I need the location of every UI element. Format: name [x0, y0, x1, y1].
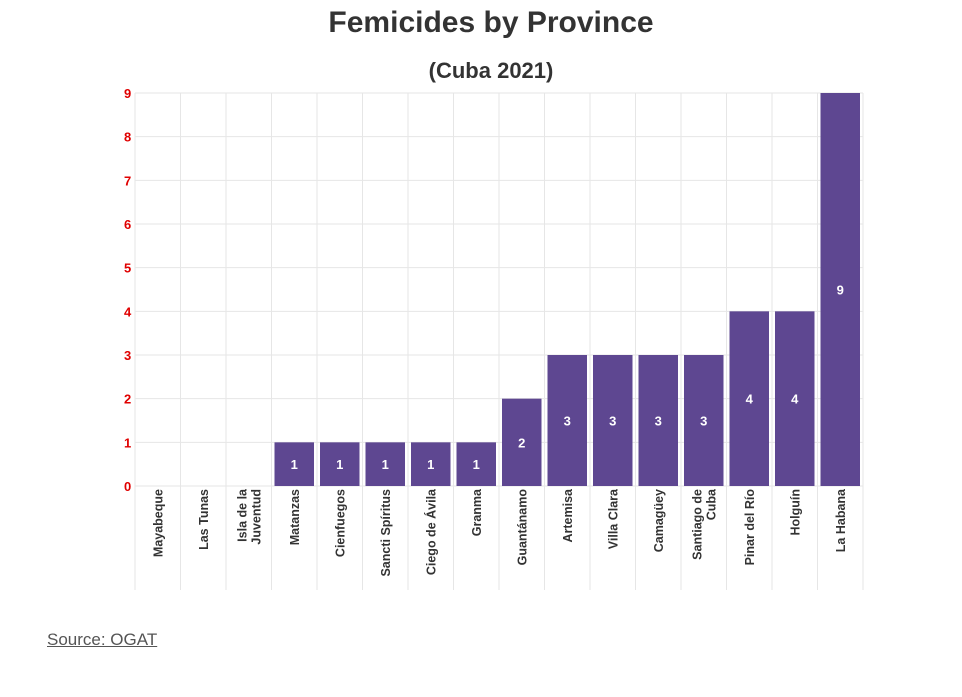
x-tick-label: Cienfuegos — [333, 489, 347, 557]
y-tick-label: 5 — [124, 261, 131, 276]
x-tick-label: La Habana — [834, 488, 848, 552]
x-tick-label: Mayabeque — [151, 489, 165, 557]
bar-value-label: 3 — [609, 414, 616, 429]
bar-sancti-sp-ritus[interactable] — [365, 442, 406, 486]
source-link[interactable]: Source: OGAT — [47, 630, 158, 649]
bar-santiago-de-cuba[interactable] — [684, 355, 724, 486]
bar-guant-namo[interactable] — [502, 398, 542, 486]
bar-cienfuegos[interactable] — [320, 442, 360, 486]
y-tick-label: 7 — [124, 173, 131, 188]
bar-value-label: 3 — [564, 414, 571, 429]
bar-value-label: 1 — [336, 457, 343, 472]
x-tick-label-line: La Habana — [834, 488, 848, 552]
bar-holgu-n[interactable] — [775, 311, 815, 486]
x-tick-label-line: Holguín — [788, 489, 802, 536]
x-tick-label: Matanzas — [288, 489, 302, 545]
x-tick-label-line: Cienfuegos — [333, 489, 347, 557]
x-tick-label: Ciego de Ávila — [423, 488, 438, 575]
x-tick-label: Guantánamo — [515, 489, 529, 566]
x-tick-label: Pinar del Río — [743, 489, 757, 566]
x-tick-label: Granma — [470, 488, 484, 536]
x-tick-label-line: Juventud — [249, 489, 263, 545]
x-tick-label-line: Ciego de Ávila — [423, 488, 438, 575]
bar-value-label: 3 — [700, 414, 707, 429]
bar-value-label: 4 — [746, 392, 754, 407]
x-tick-label-line: Mayabeque — [151, 489, 165, 557]
y-tick-label: 6 — [124, 217, 131, 232]
bar-value-label: 2 — [518, 435, 525, 450]
x-tick-label-line: Sancti Spíritus — [379, 489, 393, 577]
bar-camag-ey[interactable] — [638, 355, 679, 486]
x-tick-label-line: Las Tunas — [197, 489, 211, 550]
x-tick-label-line: Cuba — [704, 488, 718, 520]
bar-villa-clara[interactable] — [593, 355, 633, 486]
y-axis-ticks: 0 1 2 3 4 5 6 7 8 9 — [124, 86, 132, 494]
x-tick-label-line: Guantánamo — [515, 489, 529, 566]
chart-title: Femicides by Province — [328, 6, 654, 39]
y-tick-label: 8 — [124, 130, 131, 145]
bar-matanzas[interactable] — [274, 442, 315, 486]
bar-value-label: 1 — [427, 457, 434, 472]
bar-chart: 1 1 1 1 1 2 3 3 3 3 4 4 9 0 1 2 3 4 5 6 7 8 9 Mayabeque Las Tu… — [124, 86, 864, 590]
bar-value-label: 1 — [473, 457, 480, 472]
x-tick-label-line: Villa Clara — [606, 488, 620, 549]
bars — [274, 93, 861, 486]
x-tick-label: Sancti Spíritus — [379, 489, 393, 577]
y-tick-label: 4 — [124, 304, 132, 319]
chart-subtitle: (Cuba 2021) — [428, 58, 554, 83]
bar-pinar-del-r-o[interactable] — [729, 311, 770, 486]
y-tick-label: 9 — [124, 86, 131, 101]
bar-value-label: 1 — [291, 457, 298, 472]
x-tick-label: Isla de la Juventud — [235, 488, 263, 545]
x-tick-label: Holguín — [788, 489, 802, 536]
x-tick-label-line: Isla de la — [235, 488, 249, 542]
x-tick-label: Las Tunas — [197, 489, 211, 550]
bar-value-label: 3 — [655, 414, 662, 429]
x-tick-label: Camagüey — [652, 489, 666, 552]
y-tick-label: 1 — [124, 435, 131, 450]
bar-artemisa[interactable] — [547, 355, 588, 486]
x-tick-label-line: Granma — [470, 488, 484, 536]
y-tick-label: 2 — [124, 392, 131, 407]
x-tick-label-line: Pinar del Río — [743, 489, 757, 566]
bar-ciego-de-vila[interactable] — [411, 442, 451, 486]
bar-value-label: 1 — [382, 457, 389, 472]
x-tick-label: Villa Clara — [606, 488, 620, 549]
y-tick-label: 0 — [124, 479, 131, 494]
x-tick-label: Artemisa — [561, 488, 575, 543]
grid-lines — [134, 92, 864, 590]
bar-granma[interactable] — [456, 442, 497, 486]
bar-value-label: 4 — [791, 392, 799, 407]
x-tick-label: Santiago de Cuba — [690, 488, 718, 560]
x-tick-label-line: Camagüey — [652, 489, 666, 552]
x-tick-label-line: Santiago de — [690, 489, 704, 560]
bar-value-labels: 1 1 1 1 1 2 3 3 3 3 4 4 9 — [291, 283, 844, 473]
bar-la-habana[interactable] — [820, 93, 861, 486]
x-axis-ticks: Mayabeque Las Tunas Isla de la Juventud Mata… — [151, 488, 848, 577]
bar-value-label: 9 — [837, 283, 844, 298]
y-tick-label: 3 — [124, 348, 131, 363]
x-tick-label-line: Artemisa — [561, 488, 575, 543]
x-tick-label-line: Matanzas — [288, 489, 302, 545]
